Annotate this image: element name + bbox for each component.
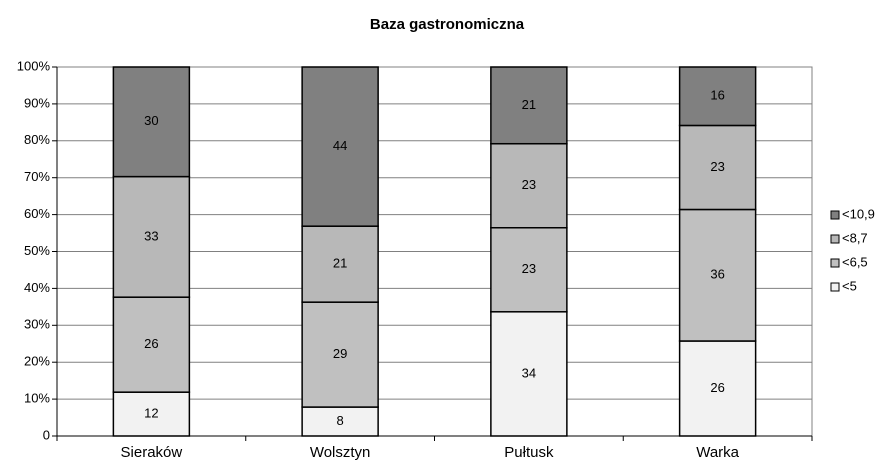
bar-segment [112,66,191,178]
legend-label: <6,5 [842,254,868,269]
bar-segment [490,142,568,229]
bar-segment [301,406,379,437]
y-tick-label: 30% [24,317,50,332]
data-label: 34 [522,365,536,380]
data-label: 36 [710,267,724,282]
data-label: 21 [522,97,536,112]
legend-swatch [830,282,840,292]
y-tick-label: 40% [24,280,50,295]
data-label: 8 [337,413,344,428]
legend-label: <8,7 [842,230,868,245]
bar-segment [490,227,568,313]
bar-segment [678,124,757,211]
bar-segment [490,311,568,437]
data-label: 44 [333,138,347,153]
y-tick-label: 20% [24,354,50,369]
bar-segment [112,391,191,437]
data-label: 16 [710,88,724,103]
bar-segment [301,301,379,408]
data-label: 23 [710,159,724,174]
data-label: 26 [144,336,158,351]
data-label: 29 [333,346,347,361]
bar-segment [301,66,379,227]
data-label: 26 [710,380,724,395]
data-label: 33 [144,228,158,243]
data-label: 21 [333,256,347,271]
x-tick-label: Sieraków [121,444,183,461]
y-tick-label: 100% [17,58,51,73]
data-label: 30 [144,113,158,128]
y-tick-label: 80% [24,132,50,147]
y-tick-label: 90% [24,95,50,110]
bar-segment [112,296,191,393]
y-tick-label: 10% [24,391,50,406]
data-label: 23 [522,261,536,276]
bar-segment [678,340,757,437]
y-tick-label: 60% [24,206,50,221]
bar-segment [490,66,568,145]
bar-segment [678,66,757,127]
y-tick-label: 50% [24,243,50,258]
x-tick-label: Warka [696,444,739,461]
legend-label: <10,9 [842,206,875,221]
x-tick-label: Wolsztyn [310,444,371,461]
legend-swatch [830,234,840,244]
y-tick-label: 70% [24,169,50,184]
legend-swatch [830,258,840,268]
data-label: 23 [522,177,536,192]
legend-swatch [830,210,840,220]
y-tick-label: 0 [43,427,50,442]
chart-title: Baza gastronomiczna [370,16,525,33]
x-tick-label: Pułtusk [504,444,554,461]
data-label: 12 [144,406,158,421]
legend-label: <5 [842,278,857,293]
